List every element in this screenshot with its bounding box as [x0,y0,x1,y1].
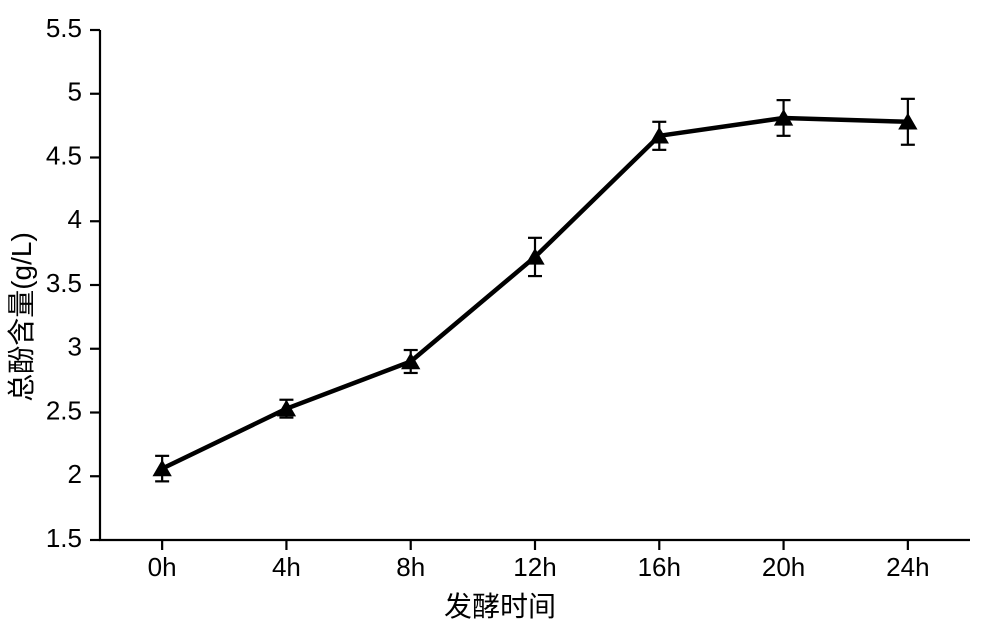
y-tick-label: 2 [68,459,82,489]
axes [100,30,970,540]
chart-container: 总酚含量(g/L) 发酵时间 1.5 2 2.5 3 3.5 4 4.5 5 5.5 0h 4h 8… [0,0,1000,633]
x-tick-label: 12h [513,552,556,582]
y-tick-label: 5 [68,77,82,107]
x-tick-label: 20h [762,552,805,582]
y-tick-label: 4.5 [46,140,82,170]
data-line [162,118,908,469]
x-ticks: 0h 4h 8h 12h 16h 20h 24h [148,540,930,582]
x-axis-label: 发酵时间 [444,585,556,625]
x-tick-label: 8h [396,552,425,582]
y-tick-label: 2.5 [46,395,82,425]
y-tick-label: 4 [68,204,82,234]
error-bars [155,99,915,482]
x-tick-label: 24h [886,552,929,582]
x-tick-label: 16h [638,552,681,582]
data-markers [153,110,916,476]
y-tick-label: 5.5 [46,13,82,43]
x-tick-label: 0h [148,552,177,582]
y-tick-label: 1.5 [46,523,82,553]
y-axis-label: 总酚含量(g/L) [0,232,40,402]
line-chart: 1.5 2 2.5 3 3.5 4 4.5 5 5.5 0h 4h 8h 12h 16h 20h 24h [0,0,1000,633]
data-point [153,461,171,476]
y-tick-label: 3.5 [46,268,82,298]
y-ticks: 1.5 2 2.5 3 3.5 4 4.5 5 5.5 [46,13,100,553]
y-tick-label: 3 [68,332,82,362]
x-tick-label: 4h [272,552,301,582]
